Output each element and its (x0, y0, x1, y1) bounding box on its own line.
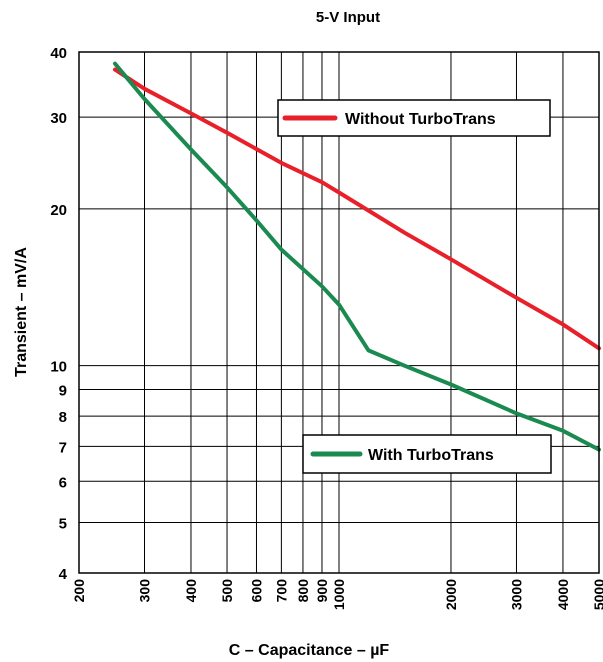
y-tick-label: 9 (59, 383, 67, 400)
series-line-without-turbotrans (113, 67, 601, 351)
x-tick-label: 1000 (331, 579, 347, 610)
y-tick-label: 20 (50, 202, 67, 219)
legend-label: Without TurboTrans (345, 111, 496, 128)
y-axis-label: Transient – mV/A (13, 247, 30, 377)
x-tick-label: 700 (273, 579, 289, 603)
x-tick-label: 300 (137, 579, 153, 603)
legend-layer: Without TurboTrans With TurboTrans (277, 99, 552, 474)
x-tick-label: 5000 (591, 579, 603, 610)
y-tick-labels: 4 5 6 7 8 9 10 20 30 40 (50, 45, 67, 583)
y-tick-label: 7 (59, 439, 67, 456)
x-tick-label: 200 (71, 579, 87, 603)
x-tick-label: 800 (295, 579, 311, 603)
x-tick-labels: 200 300 400 500 600 700 800 900 1000 2000 3000 4000… (71, 579, 603, 610)
x-tick-label: 500 (219, 579, 235, 603)
plot-frame (78, 51, 600, 574)
x-tick-label: 400 (183, 579, 199, 603)
legend-label: With TurboTrans (368, 447, 494, 464)
series-layer (113, 61, 601, 452)
x-tick-label: 2000 (443, 579, 459, 610)
x-tick-label: 600 (248, 579, 264, 603)
y-tick-label: 30 (50, 110, 67, 127)
x-tick-label: 900 (314, 579, 330, 603)
x-axis-label: C – Capacitance – µF (229, 642, 390, 659)
x-tick-label: 4000 (555, 579, 571, 610)
y-tick-label: 10 (50, 359, 67, 376)
chart-title: 5-V Input (316, 9, 380, 26)
y-tick-label: 8 (59, 409, 67, 426)
y-tick-label: 4 (59, 566, 68, 583)
y-tick-label: 6 (59, 474, 67, 491)
y-tick-label: 40 (50, 45, 67, 62)
series-line-with-turbotrans (113, 61, 601, 452)
y-tick-label: 5 (59, 516, 67, 533)
x-tick-label: 3000 (508, 579, 524, 610)
